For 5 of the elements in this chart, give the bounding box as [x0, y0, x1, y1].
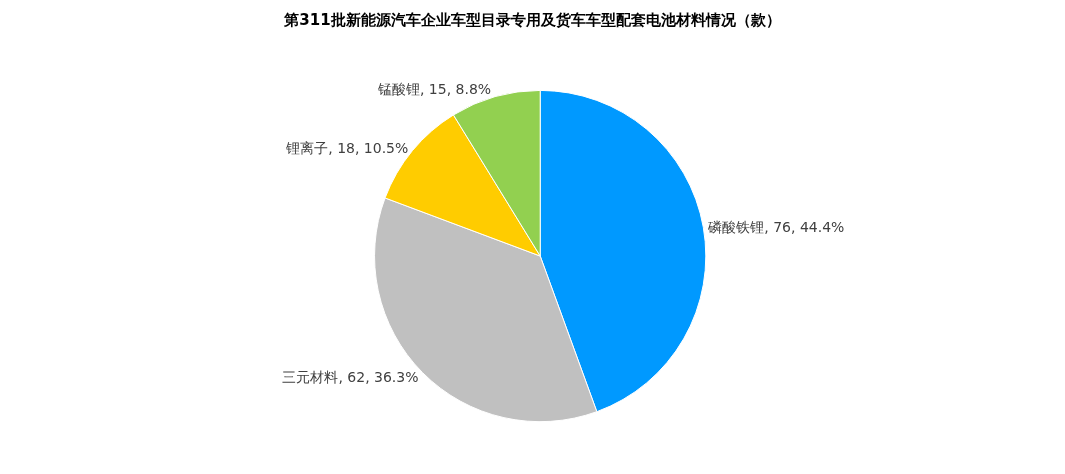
- slice-label: 锰酸锂, 15, 8.8%: [376, 81, 492, 98]
- slice-label: 磷酸铁锂, 76, 44.4%: [707, 219, 845, 236]
- slice-label: 锂离子, 18, 10.5%: [285, 139, 409, 156]
- slice-label: 三元材料, 62, 36.3%: [282, 368, 419, 385]
- chart-title: 第311批新能源汽车企业车型目录专用及货车车型配套电池材料情况（款）: [283, 10, 781, 29]
